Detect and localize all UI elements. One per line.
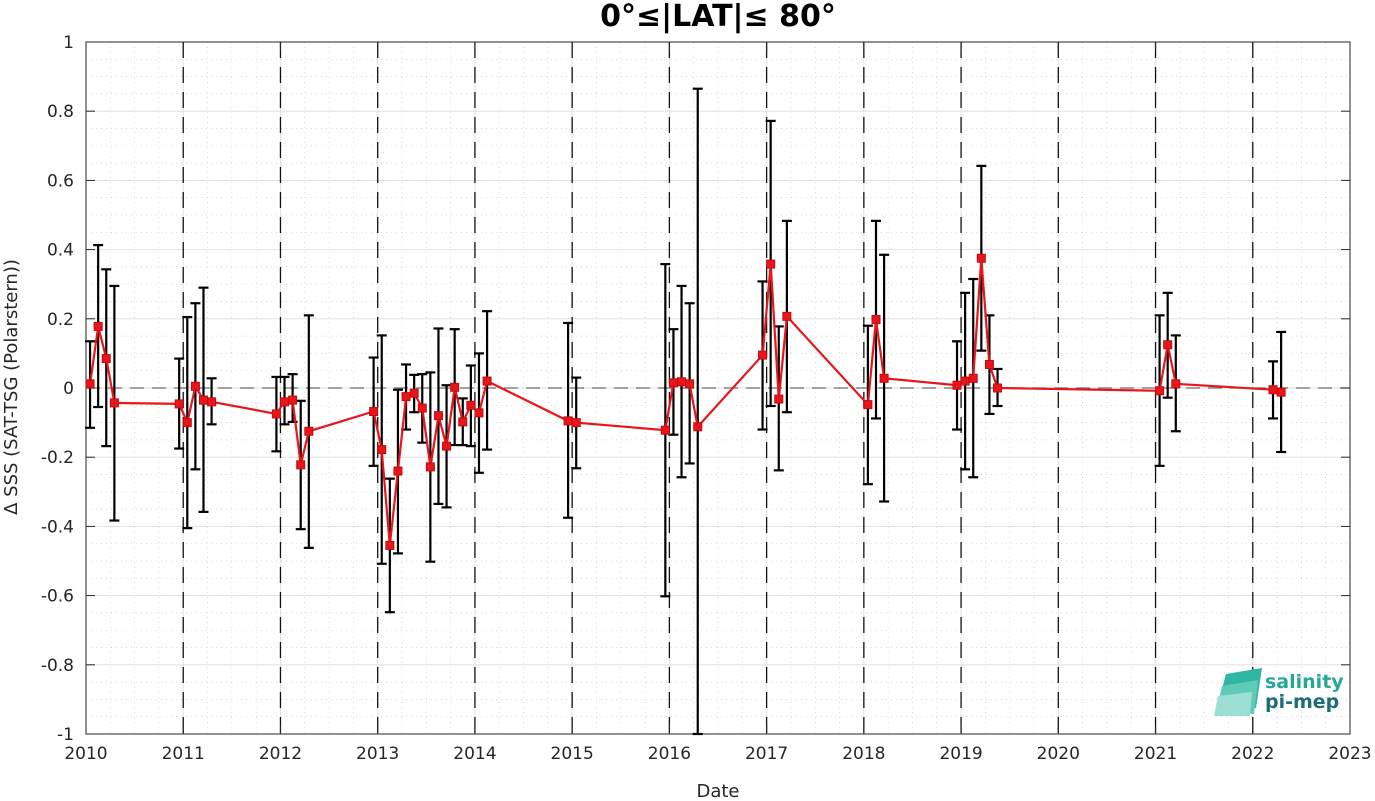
y-tick-label: -0.8 (41, 656, 74, 676)
data-point (758, 350, 768, 360)
data-point (563, 416, 573, 426)
y-tick-label: 0.2 (47, 310, 74, 330)
x-tick-label: 2010 (64, 744, 107, 764)
data-point (271, 409, 281, 419)
data-point (571, 418, 581, 428)
data-point (685, 379, 695, 389)
data-point (660, 425, 670, 435)
axis-ticks (85, 41, 1351, 735)
data-point (85, 379, 95, 389)
y-tick-label: 0.6 (47, 171, 74, 191)
x-tick-label: 2019 (939, 744, 982, 764)
y-tick-label: 0 (63, 379, 74, 399)
logo-text-pi-mep: pi-mep (1265, 691, 1339, 713)
data-point (433, 411, 443, 421)
data-point (960, 376, 970, 386)
data-point (863, 400, 873, 410)
data-point (207, 397, 217, 407)
data-point (280, 397, 290, 407)
data-point (409, 388, 419, 398)
data-point (879, 373, 889, 383)
data-point (174, 399, 184, 409)
data-point (774, 394, 784, 404)
logo-text-salinity: salinity (1265, 671, 1344, 693)
data-point (1268, 385, 1278, 395)
y-tick-label: -0.2 (41, 448, 74, 468)
data-point (1171, 379, 1181, 389)
y-tick-label: 0.4 (47, 241, 74, 261)
x-tick-label: 2016 (648, 744, 691, 764)
series-line (89, 258, 1282, 546)
data-point (782, 311, 792, 321)
data-point (976, 253, 986, 263)
chart-title: 0°≤|LAT|≤ 80° (600, 0, 836, 34)
data-point (417, 403, 427, 413)
data-point (425, 462, 435, 472)
data-point (288, 395, 298, 405)
x-tick-labels: 2010 2011 2012 2013 2014 2015 2016 2017 2018 2019… (64, 744, 1371, 764)
data-point (1155, 386, 1165, 396)
data-point (190, 381, 200, 391)
data-point (993, 383, 1003, 393)
data-point (182, 418, 192, 428)
data-point (109, 398, 119, 408)
data-point (377, 445, 387, 455)
data-point (442, 441, 452, 451)
x-tick-label: 2017 (745, 744, 788, 764)
data-point (401, 392, 411, 402)
logo-waves-icon (1214, 668, 1262, 716)
x-tick-label: 2015 (551, 744, 594, 764)
data-point (984, 359, 994, 369)
x-tick-label: 2012 (259, 744, 302, 764)
y-tick-labels: -1 -0.8 -0.6 -0.4 -0.2 0 0.2 0.4 0.6 0.8 1 (41, 33, 74, 745)
y-tick-label: 1 (63, 33, 74, 53)
x-tick-label: 2023 (1328, 744, 1371, 764)
data-point (93, 321, 103, 331)
data-point (101, 354, 111, 364)
data-point (385, 540, 395, 550)
year-separator-lines (182, 42, 1254, 734)
y-tick-label: -0.4 (41, 517, 74, 537)
data-point (474, 408, 484, 418)
data-point (198, 395, 208, 405)
x-tick-label: 2020 (1037, 744, 1080, 764)
x-tick-label: 2022 (1231, 744, 1274, 764)
y-axis-label: Δ SSS (SAT-TSG (Polarstern)) (1, 259, 22, 515)
x-tick-label: 2018 (842, 744, 885, 764)
data-point (369, 407, 379, 417)
data-point (668, 378, 678, 388)
data-point (393, 466, 403, 476)
data-point (693, 422, 703, 432)
y-tick-label: 0.8 (47, 102, 74, 122)
series-markers (85, 253, 1286, 550)
data-point (1163, 340, 1173, 350)
data-point (296, 460, 306, 470)
data-point (871, 314, 881, 324)
y-tick-label: -0.6 (41, 587, 74, 607)
data-point (482, 376, 492, 386)
data-point (304, 426, 314, 436)
salinity-pi-mep-logo: salinity pi-mep (1214, 668, 1344, 716)
x-tick-label: 2021 (1134, 744, 1177, 764)
x-tick-label: 2011 (162, 744, 205, 764)
data-point (1276, 387, 1286, 397)
x-tick-label: 2013 (356, 744, 399, 764)
x-axis-label: Date (696, 781, 739, 801)
data-point (677, 377, 687, 387)
data-point (458, 417, 468, 427)
data-point (766, 259, 776, 269)
data-point (952, 380, 962, 390)
data-point (450, 382, 460, 392)
data-point (466, 400, 476, 410)
data-point (968, 373, 978, 383)
x-tick-label: 2014 (453, 744, 496, 764)
y-tick-label: -1 (57, 725, 74, 745)
